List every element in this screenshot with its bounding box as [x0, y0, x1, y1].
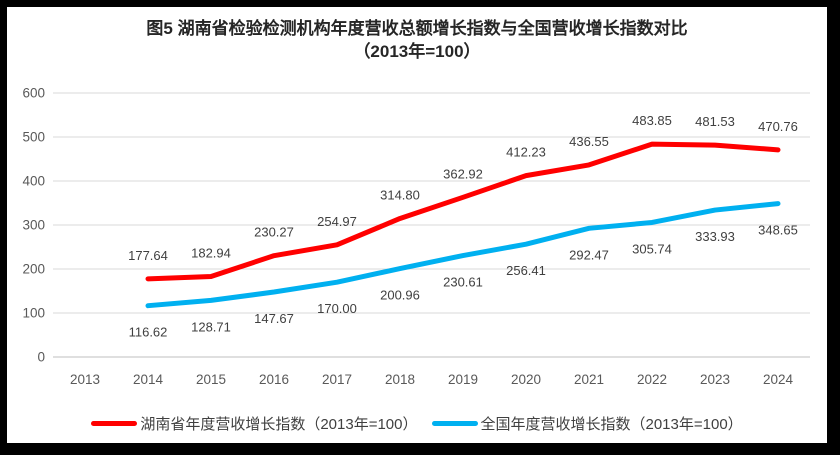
legend-label-national: 全国年度营收增长指数（2013年=100） [480, 416, 743, 433]
data-label: 116.62 [129, 325, 168, 340]
legend-label-hunan: 湖南省年度营收增长指数（2013年=100） [140, 416, 418, 433]
data-label: 170.00 [317, 301, 357, 316]
data-label: 436.55 [569, 134, 609, 149]
data-label: 470.76 [758, 119, 798, 134]
x-tick-label: 2013 [70, 372, 100, 387]
y-tick-label: 100 [22, 306, 45, 321]
data-label: 314.80 [380, 187, 420, 202]
y-tick-label: 200 [22, 262, 45, 277]
data-label: 147.67 [254, 311, 294, 326]
hunan-series-line-swatch [91, 421, 138, 426]
series-line-1 [145, 201, 781, 309]
y-tick-label: 500 [22, 130, 45, 145]
data-label: 177.64 [128, 248, 168, 263]
data-label: 483.85 [632, 113, 672, 128]
x-tick-label: 2017 [322, 372, 352, 387]
chart-subtitle: （2013年=100） [353, 42, 481, 61]
data-label: 230.27 [254, 225, 294, 240]
legend: 湖南省年度营收增长指数（2013年=100） 全国年度营收增长指数（2013年=… [7, 413, 827, 434]
x-tick-label: 2022 [637, 372, 667, 387]
series-line-0 [145, 141, 781, 282]
chart-canvas: 图5 湖南省检验检测机构年度营收总额增长指数与全国营收增长指数对比 （2013年… [7, 7, 827, 443]
data-label: 481.53 [695, 114, 735, 129]
data-label: 254.97 [317, 214, 357, 229]
data-label: 362.92 [443, 166, 483, 181]
y-tick-label: 600 [22, 86, 45, 101]
data-label: 333.93 [695, 229, 735, 244]
x-tick-label: 2020 [511, 372, 541, 387]
x-tick-label: 2023 [700, 372, 730, 387]
x-tick-label: 2016 [259, 372, 289, 387]
x-tick-label: 2021 [574, 372, 604, 387]
line-chart-plot: 0 100 200 300 400 500 600 2013 2014 2015 2016 2017 2… [22, 86, 810, 387]
x-tick-label: 2024 [763, 372, 794, 387]
x-tick-label: 2018 [385, 372, 415, 387]
data-label: 292.47 [569, 247, 609, 262]
data-label: 412.23 [506, 145, 546, 160]
y-tick-label: 400 [22, 174, 45, 189]
chart-title-block: 图5 湖南省检验检测机构年度营收总额增长指数与全国营收增长指数对比 （2013年… [7, 17, 827, 63]
data-label: 256.41 [506, 263, 546, 278]
y-tick-label: 0 [37, 350, 45, 365]
data-label: 305.74 [632, 241, 672, 256]
data-label: 230.61 [443, 275, 483, 290]
y-tick-label: 300 [22, 218, 45, 233]
x-tick-label: 2014 [133, 372, 164, 387]
data-label: 128.71 [191, 319, 231, 334]
x-tick-label: 2015 [196, 372, 226, 387]
data-label: 200.96 [380, 288, 420, 303]
legend-item-hunan: 湖南省年度营收增长指数（2013年=100） [91, 413, 418, 434]
national-series-line-swatch [431, 421, 478, 426]
x-tick-label: 2019 [448, 372, 478, 387]
legend-item-national: 全国年度营收增长指数（2013年=100） [431, 413, 743, 434]
data-label: 348.65 [758, 223, 798, 238]
chart-title: 图5 湖南省检验检测机构年度营收总额增长指数与全国营收增长指数对比 [146, 19, 688, 38]
data-label: 182.94 [191, 246, 231, 261]
